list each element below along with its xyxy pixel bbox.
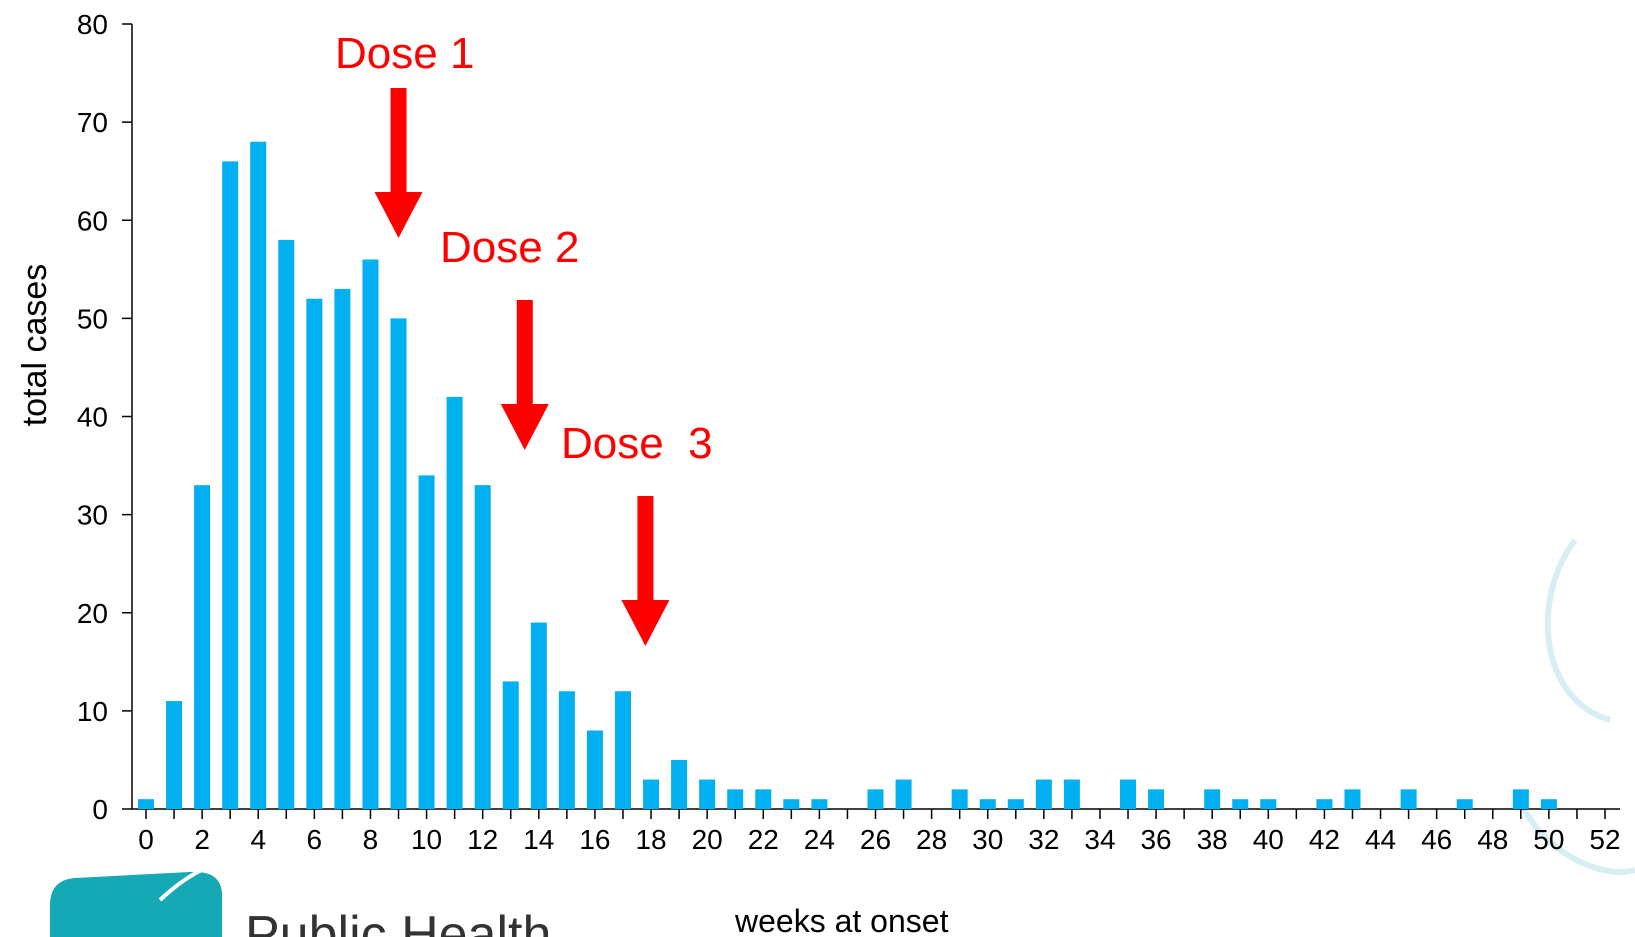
bar <box>166 701 183 809</box>
logo-text: Public Health <box>245 906 551 937</box>
bar <box>1063 779 1080 809</box>
bar <box>1260 799 1277 809</box>
x-tick-label: 12 <box>467 824 498 855</box>
bars <box>138 141 1557 809</box>
x-tick-label: 14 <box>523 824 554 855</box>
x-ticks: 0 2 4 6 8 10 12 14 16 18 20 22 24 26 28 30 32 34 36 38 40 42 4… <box>138 809 1621 855</box>
x-tick-label: 6 <box>307 824 323 855</box>
x-tick-label: 10 <box>411 824 442 855</box>
bar <box>446 396 463 809</box>
x-axis-title: weeks at onset <box>734 903 949 937</box>
bar <box>727 789 744 809</box>
bar <box>1456 799 1473 809</box>
x-tick-label: 52 <box>1589 824 1620 855</box>
bar <box>951 789 968 809</box>
x-tick-label: 26 <box>860 824 891 855</box>
bar <box>783 799 800 809</box>
bar <box>1148 789 1165 809</box>
public-health-logo: Public Health <box>50 863 551 937</box>
x-tick-label: 8 <box>363 824 379 855</box>
x-tick-label: 48 <box>1477 824 1508 855</box>
x-tick-label: 0 <box>138 824 154 855</box>
x-tick-label: 20 <box>692 824 723 855</box>
y-tick-label: 80 <box>77 9 108 40</box>
bar <box>895 779 912 809</box>
x-tick-label: 2 <box>194 824 210 855</box>
bar <box>334 288 351 809</box>
y-tick-label: 30 <box>77 500 108 531</box>
bar <box>1400 789 1417 809</box>
y-tick-label: 20 <box>77 598 108 629</box>
bar <box>530 622 547 809</box>
bar <box>418 475 435 809</box>
y-tick-label: 0 <box>92 794 108 825</box>
bar <box>1540 799 1557 809</box>
bar <box>1512 789 1529 809</box>
bar <box>1204 789 1221 809</box>
bar <box>502 681 519 809</box>
bar <box>250 141 267 809</box>
x-tick-label: 22 <box>748 824 779 855</box>
x-tick-label: 28 <box>916 824 947 855</box>
bar <box>306 298 323 809</box>
bar <box>643 779 660 809</box>
bar <box>1232 799 1249 809</box>
bar <box>1344 789 1361 809</box>
bar <box>867 789 884 809</box>
x-tick-label: 18 <box>635 824 666 855</box>
bar <box>1007 799 1024 809</box>
x-tick-label: 40 <box>1253 824 1284 855</box>
x-tick-label: 36 <box>1140 824 1171 855</box>
x-tick-label: 50 <box>1533 824 1564 855</box>
x-tick-label: 16 <box>579 824 610 855</box>
bar <box>138 799 154 809</box>
dose-label: Dose 1 <box>335 29 474 78</box>
bar <box>1316 799 1333 809</box>
y-tick-label: 70 <box>77 107 108 138</box>
dose-label: Dose 3 <box>561 419 713 468</box>
background-swirl <box>1517 538 1635 875</box>
dose-arrow <box>500 300 549 450</box>
y-tick-label: 10 <box>77 696 108 727</box>
bar <box>390 318 407 809</box>
y-ticks: 0 10 20 30 40 50 60 70 80 <box>77 9 132 825</box>
bar <box>474 485 491 809</box>
bar <box>222 161 239 809</box>
bar <box>278 239 295 809</box>
bar <box>1035 779 1052 809</box>
y-tick-label: 50 <box>77 303 108 334</box>
x-tick-label: 32 <box>1028 824 1059 855</box>
bar <box>979 799 996 809</box>
bar <box>194 485 211 809</box>
x-tick-label: 38 <box>1197 824 1228 855</box>
y-axis-title: total cases <box>16 264 54 427</box>
x-tick-label: 42 <box>1309 824 1340 855</box>
y-tick-label: 60 <box>77 205 108 236</box>
dose-arrow <box>374 88 423 238</box>
bar <box>586 730 603 809</box>
bar <box>362 259 379 809</box>
dose-label: Dose 2 <box>440 223 579 272</box>
bar <box>671 759 688 809</box>
bar <box>1120 779 1137 809</box>
dose-arrow <box>621 496 670 646</box>
bar <box>811 799 828 809</box>
bar <box>755 789 772 809</box>
logo-badge-swoosh <box>158 863 216 902</box>
y-tick-label: 40 <box>77 402 108 433</box>
dose-annotations: Dose 1 Dose 2 Dose 3 <box>335 29 713 646</box>
bar <box>614 691 631 809</box>
bar <box>558 691 575 809</box>
x-tick-label: 44 <box>1365 824 1396 855</box>
x-tick-label: 24 <box>804 824 835 855</box>
bar <box>699 779 716 809</box>
x-tick-label: 46 <box>1421 824 1452 855</box>
logo-badge-shape <box>50 871 222 937</box>
x-tick-label: 30 <box>972 824 1003 855</box>
x-tick-label: 34 <box>1084 824 1115 855</box>
x-tick-label: 4 <box>250 824 266 855</box>
